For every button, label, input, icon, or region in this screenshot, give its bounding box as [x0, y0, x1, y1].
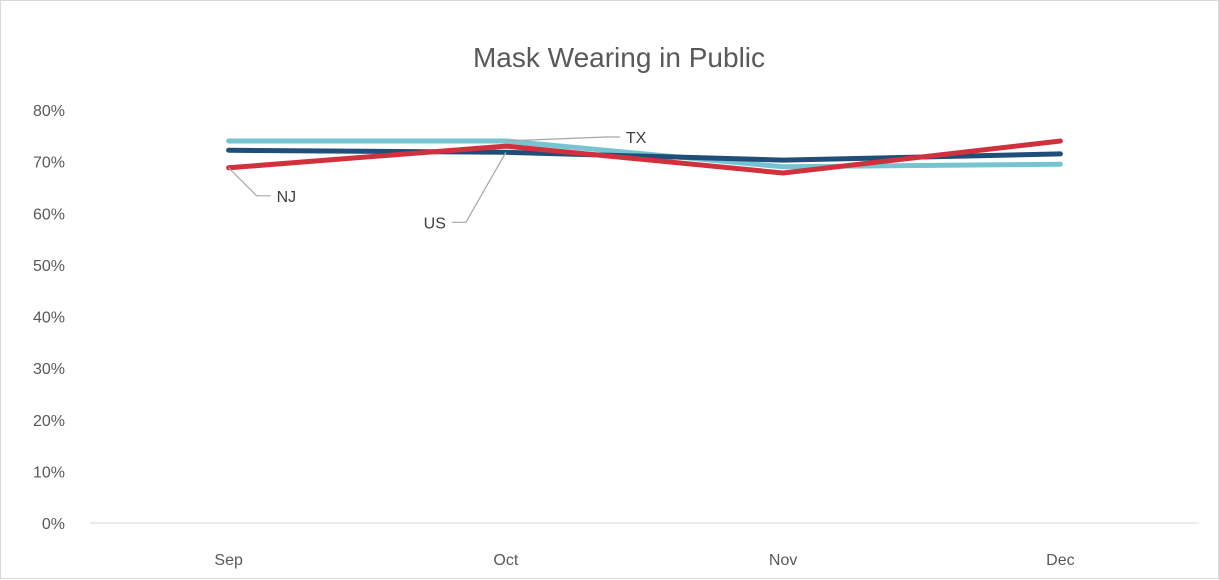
y-tick-label: 30% — [33, 361, 65, 378]
callouts: NJ US TX — [228, 130, 647, 232]
series-lines — [226, 138, 1063, 176]
x-tick-label: Oct — [493, 552, 518, 569]
callout-label-us: US — [424, 215, 446, 232]
x-tick-label: Nov — [769, 552, 797, 569]
callout-leader-us — [451, 152, 507, 223]
y-axis: 0% 10% 20% 30% 40% 50% 60% 70% 80% — [33, 103, 65, 533]
y-tick-label: 50% — [33, 258, 65, 275]
y-tick-label: 60% — [33, 206, 65, 223]
series-line-nj — [226, 138, 1063, 176]
y-tick-label: 0% — [42, 516, 65, 533]
y-tick-label: 20% — [33, 413, 65, 430]
callout-label-nj: NJ — [277, 189, 297, 206]
y-tick-label: 80% — [33, 103, 65, 120]
chart-title: Mask Wearing in Public — [473, 42, 765, 73]
x-tick-label: Sep — [214, 552, 243, 569]
y-tick-label: 10% — [33, 464, 65, 481]
x-axis: Sep Oct Nov Dec — [214, 552, 1074, 569]
callout-leader-nj — [228, 167, 271, 197]
y-tick-label: 40% — [33, 310, 65, 327]
callout-leader-tx — [505, 136, 620, 142]
callout-label-tx: TX — [626, 130, 647, 147]
x-tick-label: Dec — [1046, 552, 1074, 569]
y-tick-label: 70% — [33, 155, 65, 172]
